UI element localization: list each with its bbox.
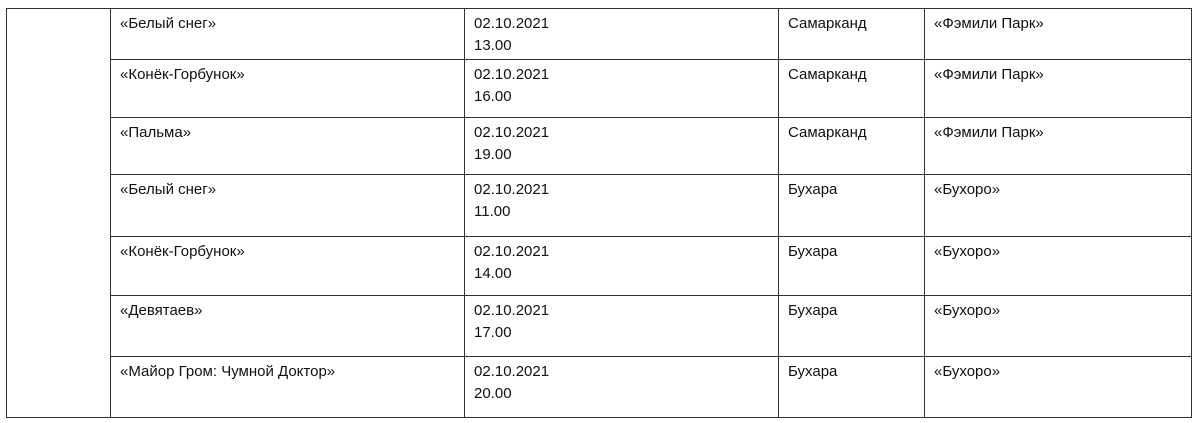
show-time: 14.00	[474, 265, 512, 282]
city-cell: Бухара	[778, 236, 925, 296]
show-time: 20.00	[474, 385, 512, 402]
venue: «Бухоро»	[934, 363, 1001, 380]
venue-cell: «Фэмили Парк»	[924, 59, 1192, 118]
title-cell: «Конёк-Горбунок»	[110, 59, 465, 118]
movie-title: «Конёк-Горбунок»	[120, 243, 245, 260]
city-cell: Бухара	[778, 356, 925, 418]
venue-cell: «Фэмили Парк»	[924, 8, 1192, 60]
table-row: «Майор Гром: Чумной Доктор» 02.10.2021 20.…	[7, 356, 1192, 418]
venue: «Фэмили Парк»	[934, 66, 1044, 83]
show-time: 19.00	[474, 146, 512, 163]
city: Бухара	[788, 243, 838, 260]
city: Бухара	[788, 363, 838, 380]
table-row: «Белый снег» 02.10.2021 13.00 Самарканд «Фэм…	[6, 8, 1192, 418]
movie-title: «Белый снег»	[120, 15, 217, 32]
city-cell: Бухара	[778, 295, 925, 357]
datetime-cell: 02.10.2021 14.00	[464, 236, 779, 296]
show-time: 11.00	[474, 203, 511, 220]
city-cell: Самарканд	[778, 117, 925, 175]
city-cell: Самарканд	[778, 59, 925, 118]
table-row: «Пальма» 02.10.2021 19.00 Самарканд «Фэмили …	[7, 117, 1192, 175]
show-date: 02.10.2021	[474, 302, 550, 319]
empty-cell	[6, 8, 111, 418]
show-date: 02.10.2021	[474, 181, 550, 198]
city: Самарканд	[788, 124, 867, 141]
city-cell: Самарканд	[778, 8, 925, 60]
show-time: 13.00	[474, 37, 512, 54]
table-row: «Белый снег» 02.10.2021 11.00 Бухара «Бухоро…	[7, 174, 1192, 237]
datetime-cell: 02.10.2021 13.00	[464, 8, 779, 60]
show-date: 02.10.2021	[474, 363, 550, 380]
show-date: 02.10.2021	[474, 124, 550, 141]
datetime-cell: 02.10.2021 17.00	[464, 295, 779, 357]
title-cell: «Конёк-Горбунок»	[110, 236, 465, 296]
venue-cell: «Фэмили Парк»	[924, 117, 1192, 175]
movie-title: «Девятаев»	[120, 302, 203, 319]
movie-title: «Пальма»	[120, 124, 192, 141]
venue-cell: «Бухоро»	[924, 356, 1192, 418]
title-cell: «Белый снег»	[110, 8, 465, 60]
title-cell: «Девятаев»	[110, 295, 465, 357]
datetime-cell: 02.10.2021 19.00	[464, 117, 779, 175]
show-time: 17.00	[474, 324, 512, 341]
venue: «Бухоро»	[934, 243, 1001, 260]
venue: «Фэмили Парк»	[934, 124, 1044, 141]
city-cell: Бухара	[778, 174, 925, 237]
datetime-cell: 02.10.2021 11.00	[464, 174, 779, 237]
title-cell: «Пальма»	[110, 117, 465, 175]
venue: «Бухоро»	[934, 181, 1001, 198]
city: Бухара	[788, 302, 838, 319]
table-row: «Девятаев» 02.10.2021 17.00 Бухара «Бухоро»	[7, 295, 1192, 357]
schedule-table: «Белый снег» 02.10.2021 13.00 Самарканд «Фэм…	[6, 8, 1192, 418]
movie-title: «Белый снег»	[120, 181, 217, 198]
city: Бухара	[788, 181, 838, 198]
venue: «Фэмили Парк»	[934, 15, 1044, 32]
venue-cell: «Бухоро»	[924, 174, 1192, 237]
datetime-cell: 02.10.2021 20.00	[464, 356, 779, 418]
table-row: «Конёк-Горбунок» 02.10.2021 14.00 Бухара «Бу…	[7, 236, 1192, 296]
movie-title: «Майор Гром: Чумной Доктор»	[120, 363, 336, 380]
city: Самарканд	[788, 66, 867, 83]
movie-title: «Конёк-Горбунок»	[120, 66, 245, 83]
show-time: 16.00	[474, 88, 512, 105]
venue: «Бухоро»	[934, 302, 1001, 319]
venue-cell: «Бухоро»	[924, 295, 1192, 357]
datetime-cell: 02.10.2021 16.00	[464, 59, 779, 118]
title-cell: «Майор Гром: Чумной Доктор»	[110, 356, 465, 418]
show-date: 02.10.2021	[474, 66, 550, 83]
show-date: 02.10.2021	[474, 243, 550, 260]
show-date: 02.10.2021	[474, 15, 550, 32]
title-cell: «Белый снег»	[110, 174, 465, 237]
table-row: «Конёк-Горбунок» 02.10.2021 16.00 Самарканд…	[7, 59, 1192, 118]
venue-cell: «Бухоро»	[924, 236, 1192, 296]
city: Самарканд	[788, 15, 867, 32]
